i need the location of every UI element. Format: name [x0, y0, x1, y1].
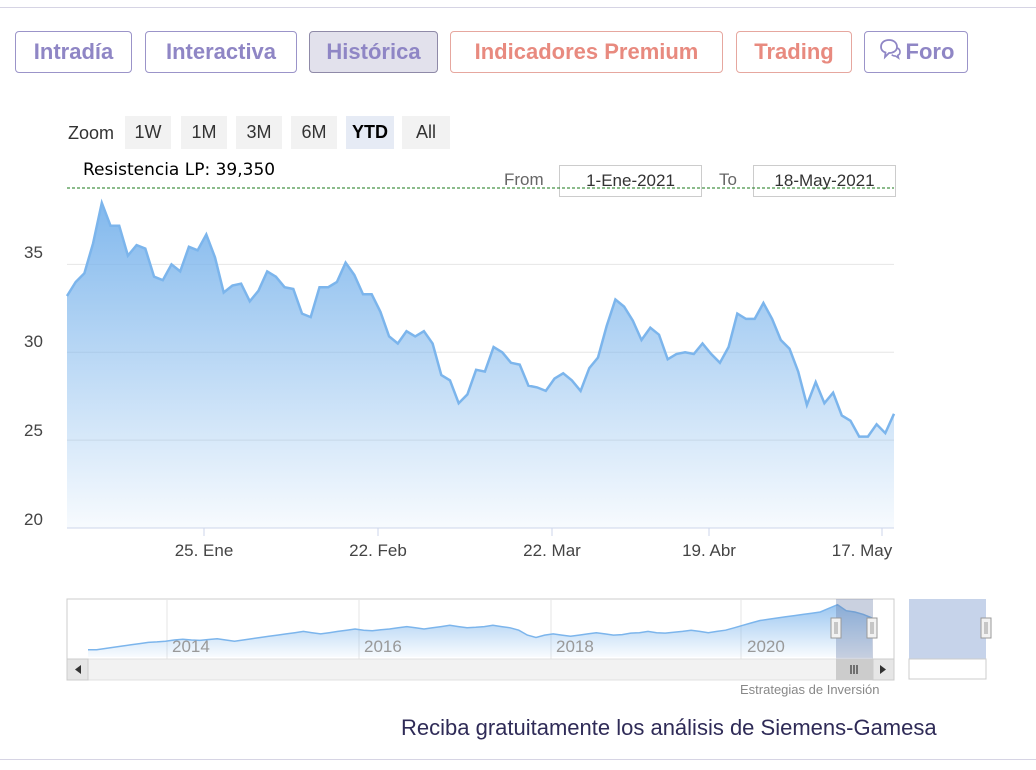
navigator-area [88, 604, 872, 657]
bottom-divider [0, 759, 1036, 760]
x-tick-label: 22. Mar [523, 541, 581, 560]
zoom-button-3m[interactable]: 3M [236, 116, 282, 149]
scrollbar-left-arrow[interactable] [66, 658, 89, 681]
zoom-button-1m[interactable]: 1M [181, 116, 227, 149]
zoom-button-6m[interactable]: 6M [291, 116, 337, 149]
zoom-button-1w[interactable]: 1W [125, 116, 171, 149]
x-tick-label: 19. Abr [682, 541, 736, 560]
tab-historica[interactable]: Histórica [309, 31, 438, 73]
zoom-label: Zoom [68, 123, 115, 143]
scrollbar-right-arrow[interactable] [872, 658, 895, 681]
y-tick-label: 30 [24, 332, 43, 351]
tab-indicadores-premium[interactable]: Indicadores Premium [450, 31, 723, 73]
navigator-handle-right[interactable] [866, 617, 878, 639]
tab-trading[interactable]: Trading [736, 31, 852, 73]
y-tick-label: 35 [24, 243, 43, 262]
x-tick-label: 22. Feb [349, 541, 407, 560]
chat-bubble-icon [878, 33, 902, 73]
x-tick-label: 17. May [831, 541, 893, 560]
zoom-button-ytd[interactable]: YTD [346, 116, 394, 149]
navigator-overflow-track [908, 658, 987, 680]
navigator-line [88, 603, 873, 651]
tab-foro[interactable]: Foro [864, 31, 968, 73]
footer-cta[interactable]: Reciba gratuitamente los análisis de Sie… [401, 715, 937, 740]
range-to-label: To [719, 170, 737, 189]
navigator-tick-label: 2016 [364, 637, 402, 656]
tab-interactiva[interactable]: Interactiva [145, 31, 297, 73]
tab-intradia[interactable]: Intradía [15, 31, 132, 73]
navigator-tick-label: 2014 [172, 637, 210, 656]
top-divider [0, 7, 1036, 8]
range-from-input[interactable]: 1-Ene-2021 [559, 165, 702, 197]
range-from-label: From [504, 170, 544, 189]
scrollbar-track[interactable] [66, 658, 895, 681]
y-tick-label: 25 [24, 421, 43, 440]
scrollbar-grip-icon [850, 665, 858, 674]
range-to-input[interactable]: 18-May-2021 [753, 165, 896, 197]
y-tick-label: 20 [24, 510, 43, 529]
price-area [67, 202, 894, 528]
navigator-tick-label: 2020 [747, 637, 785, 656]
resistance-annotation: Resistencia LP: 39,350 [83, 160, 276, 180]
x-tick-label: 25. Ene [174, 541, 234, 560]
price-line [65, 198, 896, 438]
navigator-tick-label: 2018 [556, 637, 594, 656]
chart-credit[interactable]: Estrategias de Inversión [740, 682, 880, 697]
navigator-overflow-mask [909, 599, 986, 659]
navigator-handle-left[interactable] [830, 617, 842, 639]
x-axis-tick-marks [203, 528, 883, 536]
zoom-button-all[interactable]: All [402, 116, 450, 149]
navigator-overflow-handle[interactable] [980, 617, 992, 639]
